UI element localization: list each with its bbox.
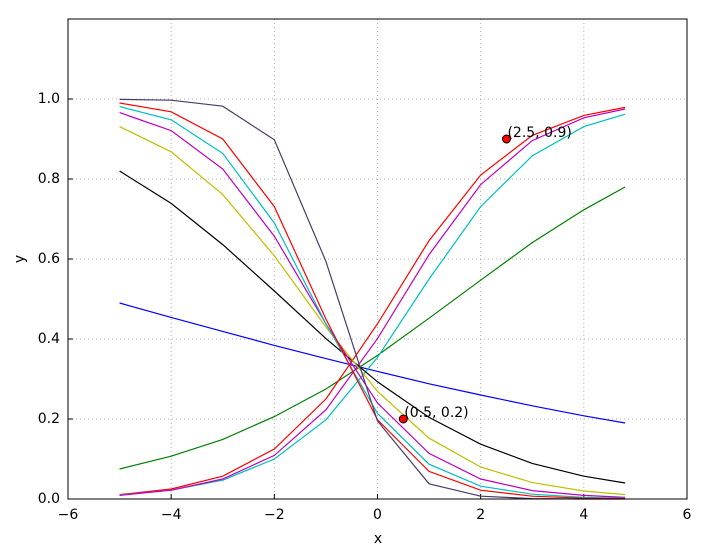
y-tick-label: 0.4 — [38, 331, 60, 347]
point-label: (0.5, 0.2) — [404, 405, 468, 421]
y-tick-label: 0.2 — [38, 411, 60, 427]
line-series — [119, 108, 626, 496]
x-tick-label: −6 — [58, 507, 79, 523]
data-point — [398, 414, 408, 424]
data-point — [501, 134, 511, 144]
line-series — [119, 112, 626, 498]
y-tick-label: 1.0 — [38, 91, 60, 107]
line-series — [119, 170, 626, 484]
line-series — [119, 302, 626, 424]
line-series — [119, 126, 626, 496]
y-tick-label: 0.8 — [38, 171, 60, 187]
x-tick-label: 4 — [579, 507, 588, 523]
x-tick-label: −2 — [264, 507, 285, 523]
y-tick-label: 0.0 — [38, 491, 60, 507]
y-tick-label: 0.6 — [38, 251, 60, 267]
line-series — [119, 113, 626, 496]
line-series — [119, 186, 626, 470]
line-series — [119, 102, 626, 500]
x-tick-label: 6 — [683, 507, 692, 523]
line-series — [119, 106, 626, 496]
x-tick-label: −4 — [161, 507, 182, 523]
plot-frame — [67, 18, 688, 500]
x-axis-label: x — [374, 531, 382, 547]
x-tick-label: 0 — [373, 507, 382, 523]
y-axis-label: y — [12, 255, 28, 263]
point-label: (2.5, 0.9) — [507, 125, 571, 141]
x-tick-label: 2 — [476, 507, 485, 523]
line-series — [119, 98, 626, 500]
line-series — [119, 106, 626, 499]
